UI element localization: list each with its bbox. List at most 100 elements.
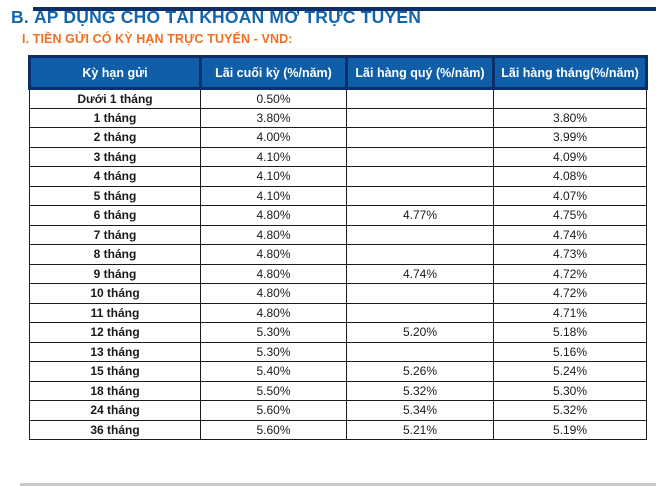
term-cell: 10 tháng	[29, 283, 201, 304]
quarterly-rate-cell	[346, 302, 494, 323]
column-header-term: Kỳ hạn gửi	[28, 55, 202, 90]
monthly-rate-cell: 5.18%	[493, 322, 647, 343]
quarterly-rate-cell: 5.34%	[346, 400, 494, 421]
end-of-term-rate-cell: 4.80%	[200, 283, 347, 304]
quarterly-rate-cell: 5.26%	[346, 361, 494, 382]
end-of-term-rate-cell: 4.80%	[200, 224, 347, 245]
end-of-term-rate-cell: 5.30%	[200, 322, 347, 343]
monthly-rate-cell: 5.24%	[493, 361, 647, 382]
table-row: 36 tháng 5.60% 5.21% 5.19%	[29, 419, 647, 440]
quarterly-rate-cell	[346, 88, 494, 109]
column-header-end-of-term-rate: Lãi cuối kỳ (%/năm)	[199, 55, 348, 90]
term-cell: 36 tháng	[29, 419, 201, 440]
monthly-rate-cell: 4.74%	[493, 224, 647, 245]
quarterly-rate-cell: 5.21%	[346, 419, 494, 440]
quarterly-rate-cell	[346, 107, 494, 128]
quarterly-rate-cell	[346, 185, 494, 206]
monthly-rate-cell: 3.99%	[493, 127, 647, 148]
table-row: 24 tháng 5.60% 5.34% 5.32%	[29, 400, 647, 421]
monthly-rate-cell: 4.72%	[493, 283, 647, 304]
table-row: 12 tháng 5.30% 5.20% 5.18%	[29, 322, 647, 343]
term-cell: 4 tháng	[29, 166, 201, 187]
table-row: 6 tháng 4.80% 4.77% 4.75%	[29, 205, 647, 226]
monthly-rate-cell: 5.32%	[493, 400, 647, 421]
monthly-rate-cell: 4.08%	[493, 166, 647, 187]
term-cell: Dưới 1 tháng	[29, 88, 201, 109]
end-of-term-rate-cell: 4.80%	[200, 302, 347, 323]
table-row: 4 tháng 4.10% 4.08%	[29, 166, 647, 187]
table-row: 18 tháng 5.50% 5.32% 5.30%	[29, 380, 647, 401]
table-row: 13 tháng 5.30% 5.16%	[29, 341, 647, 362]
table-row: 8 tháng 4.80% 4.73%	[29, 244, 647, 265]
table-row: 2 tháng 4.00% 3.99%	[29, 127, 647, 148]
quarterly-rate-cell	[346, 224, 494, 245]
monthly-rate-cell: 5.16%	[493, 341, 647, 362]
table-row: 15 tháng 5.40% 5.26% 5.24%	[29, 361, 647, 382]
monthly-rate-cell: 4.73%	[493, 244, 647, 265]
deposit-rates-table: Kỳ hạn gửi Lãi cuối kỳ (%/năm) Lãi hàng …	[28, 55, 648, 440]
monthly-rate-cell: 4.71%	[493, 302, 647, 323]
term-cell: 18 tháng	[29, 380, 201, 401]
end-of-term-rate-cell: 5.50%	[200, 380, 347, 401]
quarterly-rate-cell	[346, 127, 494, 148]
term-cell: 6 tháng	[29, 205, 201, 226]
end-of-term-rate-cell: 3.80%	[200, 107, 347, 128]
end-of-term-rate-cell: 4.80%	[200, 263, 347, 284]
end-of-term-rate-cell: 0.50%	[200, 88, 347, 109]
monthly-rate-cell: 4.07%	[493, 185, 647, 206]
term-cell: 3 tháng	[29, 146, 201, 167]
term-cell: 12 tháng	[29, 322, 201, 343]
monthly-rate-cell: 4.75%	[493, 205, 647, 226]
quarterly-rate-cell	[346, 146, 494, 167]
end-of-term-rate-cell: 4.10%	[200, 166, 347, 187]
table-header: Kỳ hạn gửi Lãi cuối kỳ (%/năm) Lãi hàng …	[28, 55, 648, 90]
end-of-term-rate-cell: 4.10%	[200, 146, 347, 167]
table-row: 11 tháng 4.80% 4.71%	[29, 302, 647, 323]
monthly-rate-cell: 5.19%	[493, 419, 647, 440]
quarterly-rate-cell: 5.20%	[346, 322, 494, 343]
quarterly-rate-cell: 4.77%	[346, 205, 494, 226]
monthly-rate-cell: 3.80%	[493, 107, 647, 128]
quarterly-rate-cell	[346, 283, 494, 304]
column-header-monthly-rate: Lãi hàng tháng(%/năm)	[492, 55, 648, 90]
end-of-term-rate-cell: 5.30%	[200, 341, 347, 362]
term-cell: 1 tháng	[29, 107, 201, 128]
term-cell: 2 tháng	[29, 127, 201, 148]
column-header-quarterly-rate: Lãi hàng quý (%/năm)	[345, 55, 495, 90]
table-row: 9 tháng 4.80% 4.74% 4.72%	[29, 263, 647, 284]
term-cell: 11 tháng	[29, 302, 201, 323]
end-of-term-rate-cell: 4.10%	[200, 185, 347, 206]
end-of-term-rate-cell: 5.60%	[200, 419, 347, 440]
table-header-row: Kỳ hạn gửi Lãi cuối kỳ (%/năm) Lãi hàng …	[28, 55, 648, 90]
rates-table-body: Dưới 1 tháng 0.50% 1 tháng 3.80% 3.80% 2 thán…	[29, 88, 647, 440]
term-cell: 5 tháng	[29, 185, 201, 206]
table-row: Dưới 1 tháng 0.50%	[29, 88, 647, 109]
end-of-term-rate-cell: 4.00%	[200, 127, 347, 148]
page-title: B. ÁP DỤNG CHO TÀI KHOẢN MỞ TRỰC TUYẾN	[11, 7, 422, 27]
quarterly-rate-cell	[346, 244, 494, 265]
end-of-term-rate-cell: 5.60%	[200, 400, 347, 421]
term-cell: 13 tháng	[29, 341, 201, 362]
previous-table-bottom-edge	[33, 7, 656, 11]
end-of-term-rate-cell: 4.80%	[200, 244, 347, 265]
end-of-term-rate-cell: 4.80%	[200, 205, 347, 226]
term-cell: 24 tháng	[29, 400, 201, 421]
monthly-rate-cell	[493, 88, 647, 109]
table-row: 5 tháng 4.10% 4.07%	[29, 185, 647, 206]
term-cell: 8 tháng	[29, 244, 201, 265]
quarterly-rate-cell	[346, 166, 494, 187]
monthly-rate-cell: 5.30%	[493, 380, 647, 401]
table-row: 3 tháng 4.10% 4.09%	[29, 146, 647, 167]
quarterly-rate-cell: 4.74%	[346, 263, 494, 284]
term-cell: 15 tháng	[29, 361, 201, 382]
table-row: 10 tháng 4.80% 4.72%	[29, 283, 647, 304]
monthly-rate-cell: 4.09%	[493, 146, 647, 167]
monthly-rate-cell: 4.72%	[493, 263, 647, 284]
quarterly-rate-cell: 5.32%	[346, 380, 494, 401]
table-row: 7 tháng 4.80% 4.74%	[29, 224, 647, 245]
section-subtitle: I. TIỀN GỬI CÓ KỲ HẠN TRỰC TUYẾN - VND:	[22, 32, 293, 46]
end-of-term-rate-cell: 5.40%	[200, 361, 347, 382]
quarterly-rate-cell	[346, 341, 494, 362]
term-cell: 9 tháng	[29, 263, 201, 284]
table-row: 1 tháng 3.80% 3.80%	[29, 107, 647, 128]
